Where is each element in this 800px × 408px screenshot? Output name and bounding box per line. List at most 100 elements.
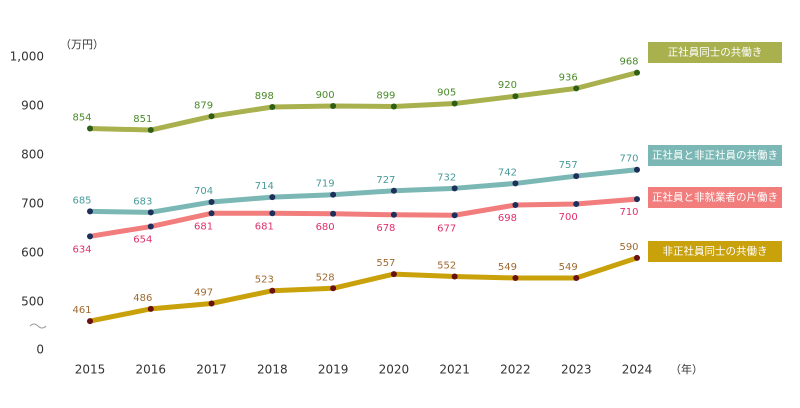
y-tick-label: 700 [21,197,44,211]
series-line [89,196,638,239]
data-label: 968 [619,57,638,68]
y-tick-label: 500 [21,295,44,309]
data-point [147,127,154,134]
data-label: 770 [619,154,638,165]
legend-label: 正社員同士の共働き [668,46,763,59]
data-point [573,274,580,281]
y-tick-label: 900 [21,99,44,113]
y-tick-label: 1,000 [10,50,44,64]
x-tick-label: 2017 [196,363,227,377]
data-label: 634 [72,244,91,255]
data-point [634,196,640,203]
data-point [87,318,93,325]
x-tick-label: 2019 [318,363,349,377]
data-point [634,166,640,173]
data-point [634,254,640,261]
data-point [634,69,640,76]
data-point [512,201,519,208]
x-tick-label: 2018 [257,363,288,377]
data-point [390,211,397,218]
axis-break [29,323,47,329]
data-point [512,93,519,100]
data-point [208,300,215,307]
data-point [451,212,458,219]
data-point [330,103,337,109]
data-label: 700 [559,212,578,223]
data-label: 757 [559,160,578,171]
x-tick-label: 2022 [500,363,531,377]
data-label: 528 [316,272,335,283]
data-label: 523 [255,275,274,286]
data-label: 727 [376,175,395,186]
series-line [89,167,638,215]
data-label: 719 [316,179,335,190]
data-label: 698 [498,213,517,224]
data-point [87,233,93,240]
data-point [330,285,337,292]
y-unit: （万円） [60,38,104,51]
data-label: 854 [72,113,91,124]
x-tick-label: 2021 [439,363,470,377]
data-label: 898 [255,91,274,102]
data-point [269,194,276,201]
data-label: 936 [559,72,578,83]
data-point [330,210,337,217]
data-point [512,274,519,281]
data-point [147,223,154,230]
data-point [87,208,93,215]
data-point [208,113,215,120]
series-line [89,70,638,133]
data-label: 677 [437,223,456,234]
data-label: 900 [316,90,335,101]
data-label: 905 [437,88,456,99]
y-tick-label: 600 [21,246,44,260]
x-tick-label: 2024 [622,363,653,377]
y-tick-label: 0 [36,343,44,357]
data-point [147,305,154,312]
x-unit: （年） [670,362,703,376]
data-label: 552 [437,261,456,272]
data-point [269,287,276,294]
legend-box [648,187,782,208]
data-label: 549 [559,262,578,273]
data-point [573,201,580,207]
data-label: 461 [72,305,91,316]
data-point [512,180,519,187]
x-tick-label: 2015 [75,363,106,377]
data-point [451,273,458,280]
data-label: 681 [255,221,274,232]
legend-box [648,241,782,262]
data-label: 714 [255,181,274,192]
data-label: 742 [498,167,517,178]
y-tick-label: 800 [21,148,44,162]
data-label: 549 [498,262,517,273]
data-label: 899 [376,90,395,101]
data-label: 557 [376,258,395,269]
data-point [573,85,580,92]
data-point [451,185,458,192]
series-line [89,255,638,324]
data-label: 654 [133,235,152,246]
data-point [390,271,397,278]
data-label: 680 [316,222,335,233]
data-label: 879 [194,100,213,111]
data-point [147,209,154,216]
data-point [208,199,215,206]
data-label: 681 [194,221,213,232]
data-label: 590 [619,242,638,253]
data-label: 732 [437,172,456,183]
x-tick-label: 2016 [136,363,167,377]
data-point [330,191,337,198]
data-label: 920 [498,80,517,91]
legend-box [648,145,782,166]
legend-label: 正社員と非正社員の共働き [652,149,778,162]
data-point [451,100,458,107]
data-point [390,103,397,110]
data-point [87,125,93,132]
x-tick-label: 2023 [561,363,592,377]
data-point [269,103,276,110]
data-label: 683 [133,196,152,207]
legend-label: 非正社員同士の共働き [663,245,768,258]
data-point [208,210,215,217]
